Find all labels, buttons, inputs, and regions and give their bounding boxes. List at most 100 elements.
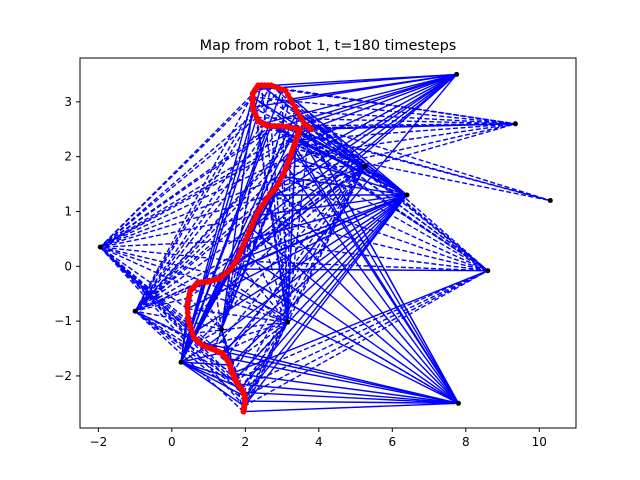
observation-line: [180, 361, 241, 389]
observation-line: [243, 194, 408, 407]
observation-line: [99, 88, 283, 248]
observation-line: [180, 361, 246, 398]
observation-line: [134, 85, 272, 312]
observation-line: [281, 175, 408, 196]
landmark-point: [485, 268, 491, 274]
observation-line: [269, 123, 516, 196]
observation-line: [234, 270, 489, 381]
observation-line: [100, 239, 246, 248]
landmark-point: [178, 359, 184, 365]
observation-line: [134, 310, 244, 413]
observation-line: [269, 194, 489, 272]
landmark-point: [132, 308, 138, 314]
observation-line: [229, 321, 289, 366]
observation-line: [281, 125, 459, 404]
y-tick-label: −1: [54, 314, 72, 328]
observation-line: [290, 73, 457, 100]
observation-line: [99, 246, 189, 322]
observation-line: [289, 98, 366, 168]
observation-line: [220, 123, 305, 330]
trajectory-point: [297, 126, 304, 133]
observation-line: [134, 310, 233, 374]
observation-line: [237, 166, 366, 385]
observation-line: [180, 117, 258, 363]
observation-line: [134, 310, 244, 393]
landmark-point: [285, 319, 291, 325]
observation-line: [286, 111, 298, 323]
observation-line: [99, 175, 283, 248]
landmark-point: [547, 198, 553, 203]
observation-line: [237, 383, 459, 404]
observation-line: [276, 186, 459, 404]
observation-line: [256, 117, 289, 323]
observation-line: [205, 194, 408, 348]
observation-line: [230, 268, 488, 272]
observation-line: [213, 166, 366, 351]
observation-line: [298, 73, 457, 135]
landmark-point: [97, 244, 103, 250]
observation-line: [256, 116, 516, 125]
observation-line: [99, 156, 291, 248]
trajectory-point: [292, 125, 299, 132]
observation-line: [232, 372, 459, 404]
observations-layer: [99, 73, 551, 413]
axes-layer: −2 0 2 4 6 8 10 −2 −1 0 1 2 3: [54, 95, 547, 449]
observation-line: [252, 96, 408, 196]
x-tick-label: −2: [90, 435, 108, 449]
observation-line: [180, 361, 230, 366]
y-tick-label: −2: [54, 369, 72, 383]
landmarks-layer: [97, 71, 553, 406]
observation-line: [99, 117, 258, 248]
observation-line: [180, 352, 222, 363]
landmark-point: [219, 326, 224, 332]
observation-line: [220, 321, 288, 354]
landmark-point: [404, 192, 410, 198]
observation-line: [286, 165, 459, 404]
observation-line: [244, 400, 459, 404]
observation-line: [180, 346, 207, 363]
observation-line: [134, 98, 291, 312]
observation-line: [281, 73, 457, 127]
observation-line: [296, 110, 408, 196]
observation-line: [99, 110, 298, 248]
observation-line: [309, 123, 516, 129]
observation-line: [180, 361, 236, 381]
plot-frame: [79, 57, 577, 429]
observation-line: [262, 204, 459, 404]
observation-line: [256, 214, 488, 272]
observation-line: [134, 297, 189, 312]
y-tick-label: 0: [64, 259, 72, 273]
observation-line: [99, 246, 189, 310]
observation-line: [243, 402, 459, 413]
observation-line: [295, 139, 489, 272]
observation-line: [99, 96, 254, 248]
observation-line: [180, 89, 283, 363]
observation-line: [240, 250, 459, 404]
observation-line: [222, 73, 458, 355]
observation-line: [276, 165, 365, 188]
observation-line: [292, 147, 365, 168]
observation-line: [99, 246, 222, 354]
landmark-point: [454, 71, 460, 77]
observation-line: [234, 321, 289, 380]
observation-line: [286, 127, 311, 323]
observation-line: [235, 194, 408, 262]
observation-line: [232, 270, 489, 374]
landmark-point: [455, 400, 461, 406]
observation-line: [99, 84, 262, 248]
trajectory-point: [308, 126, 315, 133]
observation-line: [258, 120, 551, 202]
observation-line: [225, 357, 459, 404]
observation-line: [303, 123, 551, 202]
y-tick-label: 1: [64, 204, 72, 218]
chart-title: Map from robot 1, t=180 timesteps: [200, 38, 457, 54]
observation-line: [213, 279, 459, 404]
observation-line: [198, 328, 222, 343]
observation-line: [198, 341, 459, 404]
observation-line: [220, 186, 278, 330]
observation-line: [220, 194, 408, 354]
observation-line: [286, 156, 291, 323]
observation-line: [134, 227, 252, 312]
observation-line: [134, 106, 254, 312]
observation-line: [134, 123, 305, 312]
